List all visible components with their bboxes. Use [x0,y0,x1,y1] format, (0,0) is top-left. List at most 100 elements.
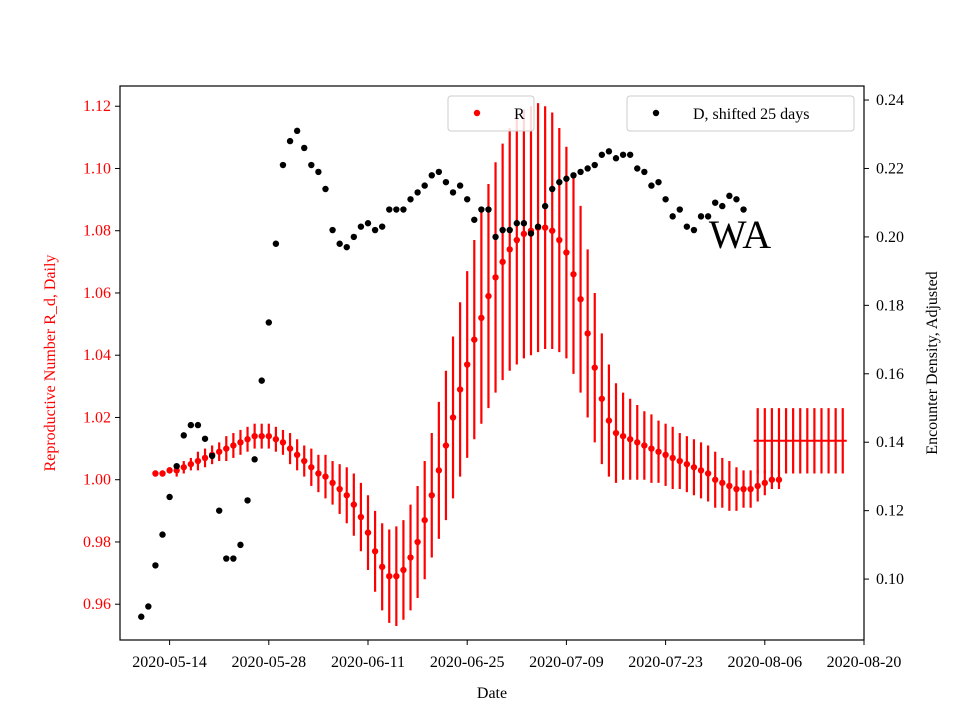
d-point [733,196,740,203]
r-point [308,464,315,471]
d-point [520,220,528,227]
legend-d-label: D, shifted 25 days [693,106,809,123]
d-point [152,562,159,569]
d-point [619,151,627,158]
left-y-tick-label: 1.02 [83,409,111,426]
legend-r-marker [473,109,481,117]
r-point [230,442,237,449]
d-point [641,168,648,176]
d-point [697,213,705,220]
d-point [527,230,535,237]
d-point [244,497,251,504]
r-point [414,538,421,546]
right-y-tick-label: 0.16 [876,366,904,383]
r-point [747,485,754,493]
r-point [244,436,251,443]
r-point [570,271,577,278]
r-point [421,516,428,524]
r-point [216,448,223,455]
d-point [506,226,513,234]
d-point [145,603,152,610]
d-point [322,185,329,193]
r-point [428,492,435,499]
x-tick-label: 2020-08-06 [727,654,802,671]
d-point [598,151,606,158]
r-point [761,479,768,487]
r-point [719,479,726,487]
d-point [669,213,676,220]
d-point [485,206,492,213]
d-point [272,240,280,247]
d-point [570,172,577,179]
d-point [230,555,237,562]
right-y-tick-label: 0.12 [876,503,904,520]
r-point [166,467,173,474]
d-point [740,206,747,213]
r-point [619,432,627,440]
r-point [329,479,336,487]
d-point [173,462,180,470]
right-y-tick-label: 0.22 [876,160,904,177]
r-point [591,364,598,371]
r-point [293,451,301,459]
d-point [194,421,202,429]
x-tick-label: 2020-06-25 [430,654,505,671]
r-point [712,476,719,483]
d-point [421,182,428,189]
d-point [563,175,570,182]
d-point [258,377,265,384]
d-point [343,243,350,251]
r-point [740,485,747,493]
r-point [690,464,698,471]
d-point [712,199,719,206]
r-point [393,572,400,580]
r-point [258,432,265,440]
r-point [471,336,478,343]
left-y-tick-label: 1.10 [83,160,111,177]
r-point [513,236,520,244]
r-point [626,436,634,443]
r-point [556,236,563,244]
r-point [697,467,705,474]
d-point [435,168,443,176]
r-point [194,457,202,465]
d-point [286,137,294,145]
d-point [357,223,365,230]
d-point [293,127,301,135]
r-point [378,563,386,571]
r-point [343,492,350,499]
d-point [662,196,669,203]
r-point [662,451,669,459]
d-point [704,213,712,220]
r-point [279,439,287,446]
r-point [435,467,443,474]
x-tick-label: 2020-07-09 [529,654,604,671]
r-point [612,429,620,437]
r-point [201,454,209,462]
d-point [478,206,485,213]
d-point [159,531,166,538]
d-point [329,226,336,234]
d-point [626,151,634,158]
r-point [187,460,195,468]
d-point [378,223,386,230]
d-point [634,165,641,172]
left-y-tick-label: 0.98 [83,534,111,551]
left-y-tick-label: 1.04 [83,347,111,364]
d-point [492,233,499,241]
d-point [265,319,272,326]
r-point [180,464,187,471]
d-point [549,185,556,193]
left-y-tick-label: 1.06 [83,285,111,302]
x-tick-label: 2020-06-11 [331,654,405,671]
d-point [676,206,683,213]
d-point [719,202,726,210]
x-axis-title: Date [477,685,507,702]
right-y-tick-label: 0.10 [876,571,904,588]
r-point [655,448,662,455]
plot-frame [119,85,865,641]
d-point [584,165,591,172]
d-point [612,155,620,162]
d-point [138,613,145,620]
